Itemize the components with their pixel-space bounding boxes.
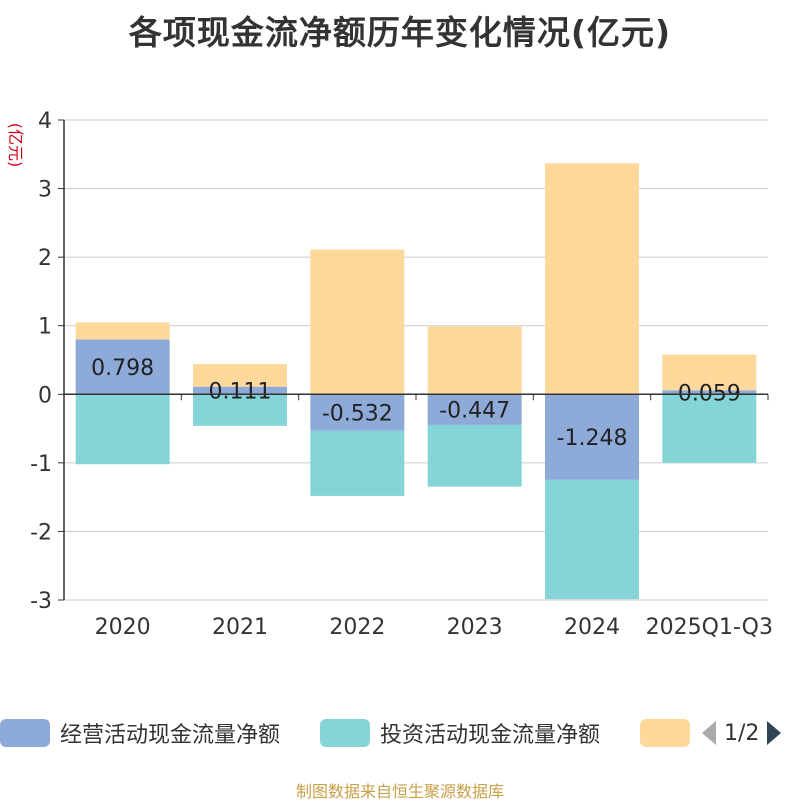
y-tick-label: 3 (38, 178, 52, 203)
legend-item-investing[interactable]: 投资活动现金流量净额 (320, 715, 600, 751)
y-tick-label: 0 (38, 383, 52, 408)
x-tick-label: 2025Q1-Q3 (646, 615, 773, 640)
bar-series2-2024 (545, 479, 639, 600)
data-label: 0.111 (209, 379, 272, 404)
chart-title: 各项现金流净额历年变化情况(亿元) (128, 13, 672, 52)
data-source-note: 制图数据来自恒生聚源数据库 (295, 782, 504, 801)
bar-series3-2023 (427, 326, 522, 395)
legend-page-indicator: 1/2 (724, 720, 760, 746)
x-tick-label: 2024 (564, 615, 620, 640)
legend-item-financing[interactable] (640, 715, 690, 751)
bar-series3-2022 (310, 249, 405, 395)
x-tick-label: 2022 (329, 615, 385, 640)
legend-item-operating[interactable]: 经营活动现金流量净额 (0, 715, 280, 751)
chart-area: -3 -2 -1 0 1 2 3 4 (亿元) 0.798 0.111 -0.532 -0.447 -1.… (6, 109, 773, 640)
y-tick-label: -1 (30, 452, 52, 477)
legend-label-investing: 投资活动现金流量净额 (380, 723, 601, 748)
y-tick-label: 4 (38, 109, 52, 134)
bar-series1-2021 (193, 386, 287, 395)
bar-series1-2022 (310, 394, 405, 431)
bar-series3-2025Q1-Q3 (662, 354, 757, 391)
bar-series2-2025Q1-Q3 (662, 394, 757, 463)
x-tick-label: 2020 (95, 615, 151, 640)
y-tick-label: -3 (30, 589, 52, 614)
bar-series3-2020 (75, 322, 170, 340)
data-label: -0.447 (439, 399, 510, 424)
data-label: 0.798 (91, 356, 154, 381)
legend-swatch-financing (640, 719, 690, 747)
prev-page-icon[interactable] (700, 719, 718, 747)
bar-series2-2021 (193, 394, 287, 426)
next-page-icon[interactable] (765, 719, 783, 747)
bar-series3-2024 (545, 163, 639, 395)
bar-series2-2023 (427, 424, 522, 487)
data-label: -0.532 (322, 402, 393, 427)
legend-label-operating: 经营活动现金流量净额 (60, 723, 281, 748)
legend-pager: 1/2 (700, 715, 783, 751)
bar-series3-2021 (193, 364, 287, 387)
legend-swatch-investing (320, 719, 370, 747)
data-label: -1.248 (557, 426, 628, 451)
y-tick-label: 2 (38, 246, 52, 271)
bar-series1-2024 (545, 394, 639, 480)
x-tick-label: 2023 (447, 615, 503, 640)
y-axis-title: (亿元) (6, 123, 25, 168)
y-tick-label: -2 (30, 520, 52, 545)
legend-swatch-operating (0, 719, 50, 747)
legend: 经营活动现金流量净额 投资活动现金流量净额 1/2 (0, 715, 800, 755)
bar-series1-2023 (427, 394, 522, 425)
bar-series2-2022 (310, 430, 405, 496)
y-tick-label: 1 (38, 315, 52, 340)
bar-series1-2025Q1-Q3 (662, 390, 757, 395)
x-tick-label: 2021 (212, 615, 268, 640)
bar-series2-2020 (75, 394, 170, 465)
bar-series1-2020 (75, 339, 170, 395)
